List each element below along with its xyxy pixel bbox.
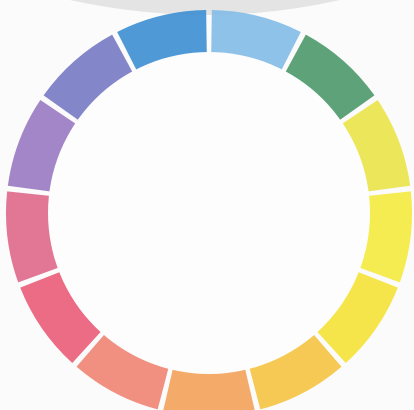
color-wheel-photo xyxy=(0,0,414,410)
page: {"segments": [ {"color": "#86bde6"}, {"c… xyxy=(0,0,414,410)
color-segment xyxy=(163,369,255,410)
ring-center xyxy=(48,52,370,374)
